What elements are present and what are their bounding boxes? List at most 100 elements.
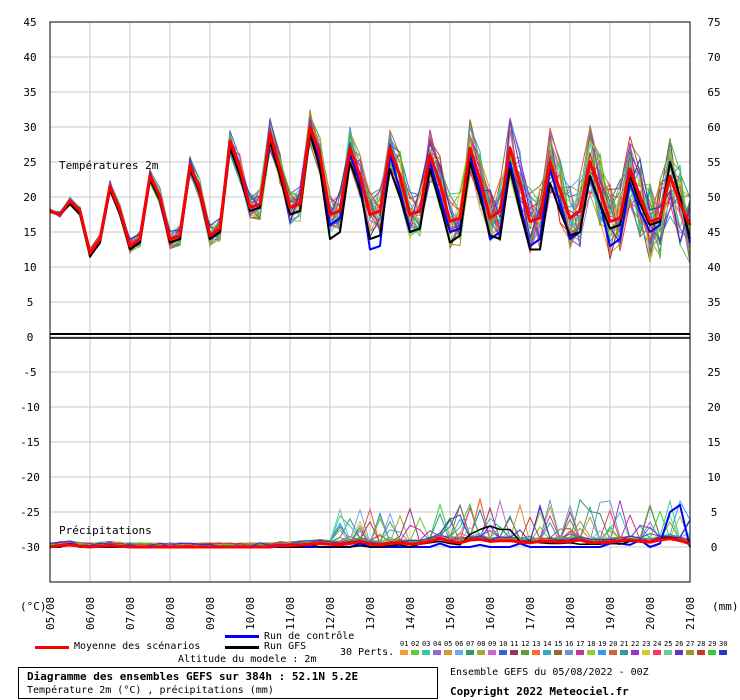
y-right-tick-label: 5	[711, 506, 718, 519]
y-right-tick-label: 10	[707, 471, 720, 484]
y-right-tick-label: 45	[707, 226, 720, 239]
x-date-label: 17/08	[524, 597, 537, 630]
y-left-tick-label: 15	[23, 226, 36, 239]
info-title: Diagramme des ensembles GEFS sur 384h : …	[27, 670, 359, 683]
legend-perts-label: 30 Perts.	[340, 647, 395, 658]
pert-legend-swatch	[422, 650, 430, 655]
x-date-label: 11/08	[284, 597, 297, 630]
y-right-tick-label: 35	[707, 296, 720, 309]
pert-legend-number: 29	[708, 640, 717, 648]
pert-legend-swatch	[708, 650, 716, 655]
pert-legend-number: 10	[499, 640, 508, 648]
y-right-tick-label: 75	[707, 16, 720, 29]
pert-legend-number: 14	[543, 640, 552, 648]
x-date-label: 05/08	[44, 597, 57, 630]
legend-gfs-label: Run GFS	[264, 641, 307, 652]
pert-legend-number: 11	[510, 640, 519, 648]
pert-precip-line	[49, 503, 691, 548]
pert-legend-swatch	[510, 650, 518, 655]
pert-legend-swatch	[653, 650, 661, 655]
y-right-tick-label: 55	[707, 156, 720, 169]
pert-legend-number: 13	[532, 640, 541, 648]
y-left-tick-label: -10	[20, 401, 40, 414]
pert-legend-swatch	[400, 650, 408, 655]
pert-legend-number: 08	[477, 640, 486, 648]
pert-legend-number: 07	[466, 640, 475, 648]
x-date-label: 06/08	[84, 597, 97, 630]
pert-legend-swatch	[587, 650, 595, 655]
pert-legend-swatch	[455, 650, 463, 655]
y-left-tick-label: 30	[23, 121, 36, 134]
y-right-tick-label: 30	[707, 331, 720, 344]
ensemble-run-label: Ensemble GEFS du 05/08/2022 - 00Z	[450, 667, 649, 678]
x-date-label: 13/08	[364, 597, 377, 630]
legend-control-swatch	[225, 635, 259, 638]
pert-legend-number: 24	[653, 640, 662, 648]
main-series	[49, 125, 692, 549]
left-unit-label: (°C)	[20, 600, 47, 613]
pert-legend-swatch	[488, 650, 496, 655]
pert-legend-swatch	[477, 650, 485, 655]
legend-mean-label: Moyenne des scénarios	[74, 641, 201, 652]
pert-legend-swatch	[444, 650, 452, 655]
pert-legend-swatch	[686, 650, 694, 655]
pert-legend-swatch	[697, 650, 705, 655]
pert-legend-number: 05	[444, 640, 453, 648]
x-date-label: 12/08	[324, 597, 337, 630]
x-date-label: 20/08	[644, 597, 657, 630]
pert-legend-number: 04	[433, 640, 442, 648]
pert-legend-number: 16	[565, 640, 574, 648]
y-right-tick-label: 0	[711, 541, 718, 554]
y-left-tick-label: -15	[20, 436, 40, 449]
legend-gfs-swatch	[225, 646, 259, 649]
x-date-label: 08/08	[164, 597, 177, 630]
y-right-tick-label: 20	[707, 401, 720, 414]
pert-legend-swatch	[620, 650, 628, 655]
y-right-tick-label: 40	[707, 261, 720, 274]
mean-precip-line	[49, 537, 691, 549]
pert-legend-number: 21	[620, 640, 629, 648]
x-date-label: 14/08	[404, 597, 417, 630]
y-right-tick-label: 65	[707, 86, 720, 99]
pert-legend-number: 01	[400, 640, 409, 648]
y-left-tick-label: 10	[23, 261, 36, 274]
pert-legend-number: 30	[719, 640, 728, 648]
y-left-tick-label: 35	[23, 86, 36, 99]
pert-legend-number: 02	[411, 640, 420, 648]
pert-legend-number: 03	[422, 640, 431, 648]
mean-temp-line	[49, 125, 692, 255]
pert-legend-swatch	[521, 650, 529, 655]
pert-legend-number: 23	[642, 640, 651, 648]
pert-legend-swatch	[598, 650, 606, 655]
pert-legend-number: 26	[675, 640, 684, 648]
pert-legend-swatch	[565, 650, 573, 655]
x-date-label: 18/08	[564, 597, 577, 630]
pert-legend-number: 25	[664, 640, 673, 648]
x-date-label: 10/08	[244, 597, 257, 630]
y-right-tick-label: 60	[707, 121, 720, 134]
pert-legend-swatch	[631, 650, 639, 655]
pert-legend-swatch	[609, 650, 617, 655]
x-date-label: 21/08	[684, 597, 697, 630]
precipitation-label: Précipitations	[59, 524, 152, 537]
pert-legend-swatch	[543, 650, 551, 655]
pert-legend-number: 18	[587, 640, 596, 648]
pert-legend-number: 06	[455, 640, 464, 648]
y-right-tick-label: 50	[707, 191, 720, 204]
x-date-label: 16/08	[484, 597, 497, 630]
pert-legend-swatch	[719, 650, 727, 655]
pert-temp-line	[49, 118, 691, 257]
y-left-tick-label: -5	[23, 366, 36, 379]
pert-legend-number: 15	[554, 640, 563, 648]
y-left-tick-label: -30	[20, 541, 40, 554]
y-left-tick-label: 45	[23, 16, 36, 29]
x-date-label: 19/08	[604, 597, 617, 630]
y-left-tick-label: -20	[20, 471, 40, 484]
pert-legend-number: 28	[697, 640, 706, 648]
x-date-label: 07/08	[124, 597, 137, 630]
pert-legend-swatch	[433, 650, 441, 655]
pert-legend-swatch	[642, 650, 650, 655]
x-date-label: 09/08	[204, 597, 217, 630]
pert-legend-swatch	[664, 650, 672, 655]
